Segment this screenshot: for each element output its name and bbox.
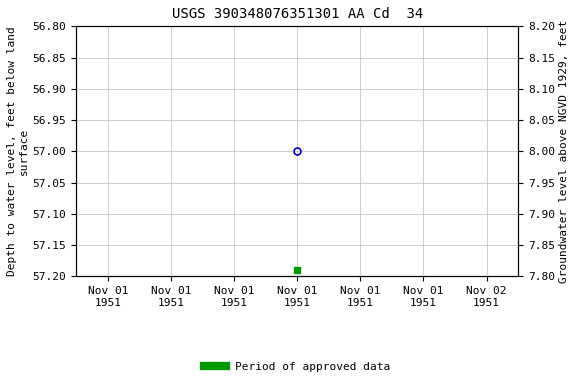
Y-axis label: Groundwater level above NGVD 1929, feet: Groundwater level above NGVD 1929, feet: [559, 20, 569, 283]
Legend: Period of approved data: Period of approved data: [199, 357, 395, 376]
Title: USGS 390348076351301 AA Cd  34: USGS 390348076351301 AA Cd 34: [172, 7, 423, 21]
Y-axis label: Depth to water level, feet below land
surface: Depth to water level, feet below land su…: [7, 26, 29, 276]
